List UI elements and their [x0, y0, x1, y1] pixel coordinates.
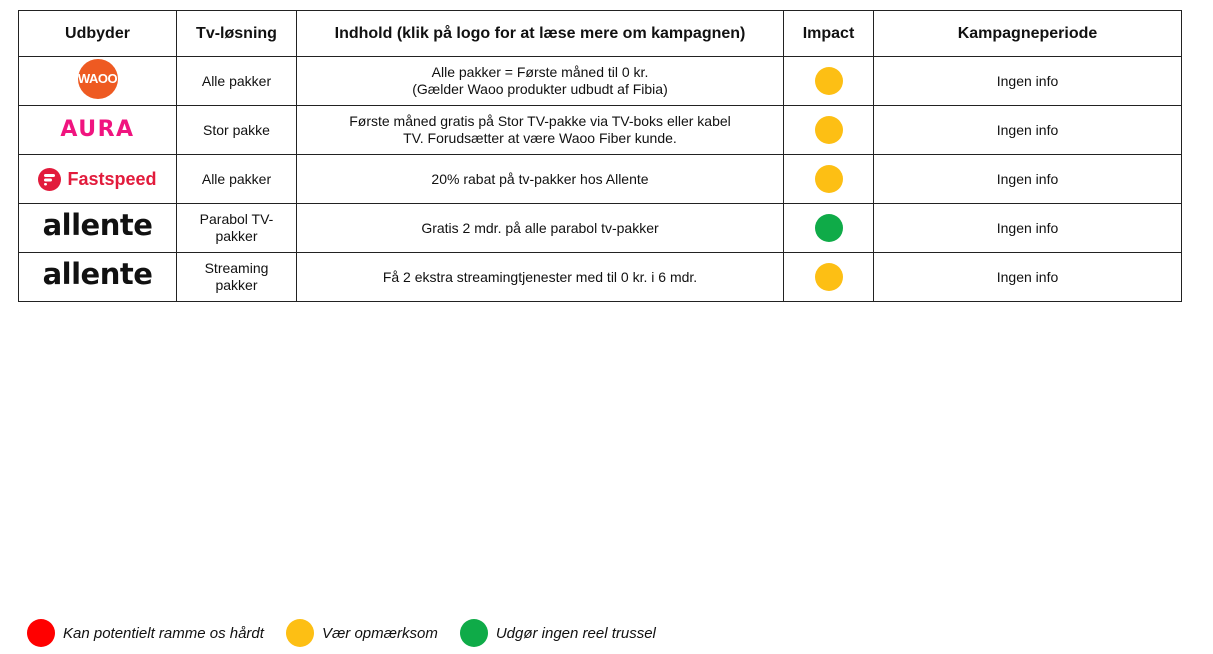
- provider-cell: WAOO: [18, 56, 177, 106]
- waoo-logo[interactable]: WAOO: [77, 59, 118, 99]
- impact-yellow-dot: [814, 263, 843, 291]
- legend-item-green: Udgør ingen reel trussel: [459, 619, 656, 647]
- table-row: Fastspeed Alle pakker 20% rabat på tv-pa…: [18, 154, 1182, 204]
- tv-solution-cell: Streaming pakker: [176, 252, 297, 302]
- table-header-row: Udbyder Tv-løsning Indhold (klik på logo…: [18, 10, 1182, 57]
- impact-yellow-dot: [814, 116, 843, 144]
- content-line: Få 2 ekstra streamingtjenester med til 0…: [382, 268, 698, 285]
- content-cell: Første måned gratis på Stor TV-pakke via…: [296, 105, 784, 155]
- header-period: Kampagneperiode: [873, 10, 1182, 57]
- table-row: allente Streaming pakker Få 2 ekstra str…: [18, 252, 1182, 302]
- content-line: 20% rabat på tv-pakker hos Allente: [431, 170, 649, 187]
- content-line: (Gælder Waoo produkter udbudt af Fibia): [412, 81, 668, 97]
- impact-green-dot: [814, 214, 843, 242]
- provider-cell: allente: [18, 203, 177, 253]
- period-cell: Ingen info: [873, 56, 1182, 106]
- period-cell: Ingen info: [873, 252, 1182, 302]
- fastspeed-logo[interactable]: Fastspeed: [38, 167, 157, 191]
- table-row: allente Parabol TV- pakker Gratis 2 mdr.…: [18, 203, 1182, 253]
- table-row: AURA Stor pakke Første måned gratis på S…: [18, 105, 1182, 155]
- tv-solution-cell: Alle pakker: [176, 154, 297, 204]
- content-line: Alle pakker = Første måned til 0 kr.: [431, 64, 649, 80]
- content-line: Første måned gratis på Stor TV-pakke via…: [349, 113, 731, 129]
- allente-logo[interactable]: allente: [42, 257, 153, 291]
- allente-logo[interactable]: allente: [42, 208, 153, 242]
- tv-solution-cell: Stor pakke: [176, 105, 297, 155]
- period-cell: Ingen info: [873, 154, 1182, 204]
- period-cell: Ingen info: [873, 105, 1182, 155]
- impact-cell: [783, 105, 874, 155]
- aura-logo[interactable]: AURA: [60, 116, 135, 142]
- fastspeed-f-icon: [38, 167, 62, 191]
- tv-solution-cell: Parabol TV- pakker: [176, 203, 297, 253]
- legend-green-dot: [459, 619, 488, 647]
- impact-cell: [783, 56, 874, 106]
- legend-item-red: Kan potentielt ramme os hårdt: [27, 619, 264, 647]
- impact-legend: Kan potentielt ramme os hårdt Vær opmærk…: [27, 619, 678, 647]
- tv-solution-cell: Alle pakker: [176, 56, 297, 106]
- legend-label: Kan potentielt ramme os hårdt: [63, 624, 264, 642]
- period-cell: Ingen info: [873, 203, 1182, 253]
- header-impact: Impact: [783, 10, 874, 57]
- content-line: TV. Forudsætter at være Waoo Fiber kunde…: [403, 130, 677, 146]
- table-row: WAOO Alle pakker Alle pakker = Første må…: [18, 56, 1182, 106]
- campaign-table: Udbyder Tv-løsning Indhold (klik på logo…: [18, 10, 1182, 302]
- fastspeed-wordmark: Fastspeed: [67, 168, 157, 189]
- provider-cell: allente: [18, 252, 177, 302]
- content-cell: Gratis 2 mdr. på alle parabol tv-pakker: [296, 203, 784, 253]
- content-cell: Alle pakker = Første måned til 0 kr. (Gæ…: [296, 56, 784, 106]
- provider-cell: Fastspeed: [18, 154, 177, 204]
- content-cell: Få 2 ekstra streamingtjenester med til 0…: [296, 252, 784, 302]
- header-content: Indhold (klik på logo for at læse mere o…: [296, 10, 784, 57]
- header-tv-solution: Tv-løsning: [176, 10, 297, 57]
- impact-cell: [783, 154, 874, 204]
- provider-cell: AURA: [18, 105, 177, 155]
- header-provider: Udbyder: [18, 10, 177, 57]
- legend-yellow-dot: [285, 619, 314, 647]
- legend-red-dot: [27, 619, 55, 647]
- impact-yellow-dot: [814, 165, 843, 193]
- legend-item-yellow: Vær opmærksom: [285, 619, 438, 647]
- legend-label: Vær opmærksom: [321, 624, 438, 642]
- content-cell: 20% rabat på tv-pakker hos Allente: [296, 154, 784, 204]
- content-line: Gratis 2 mdr. på alle parabol tv-pakker: [421, 219, 659, 236]
- impact-cell: [783, 252, 874, 302]
- impact-cell: [783, 203, 874, 253]
- impact-yellow-dot: [814, 67, 843, 95]
- legend-label: Udgør ingen reel trussel: [495, 624, 656, 642]
